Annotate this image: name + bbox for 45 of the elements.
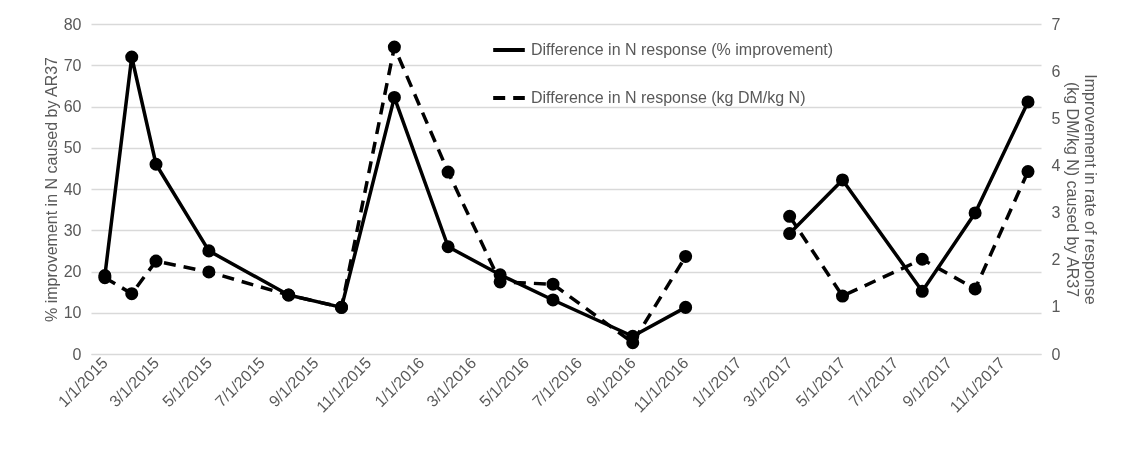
point [1021, 95, 1035, 109]
point [387, 90, 401, 104]
point [835, 173, 850, 187]
y-tick-label: 40 [63, 180, 82, 198]
legend-label: Difference in N response (% improvement) [531, 41, 834, 58]
y-tick-label: 60 [63, 98, 82, 115]
y2-tick-label: 4 [1051, 156, 1061, 174]
point [441, 165, 455, 179]
point [835, 289, 850, 303]
point [915, 252, 929, 266]
point [1021, 165, 1035, 179]
point [546, 293, 560, 307]
y2-tick-label: 2 [1051, 251, 1061, 269]
point [202, 265, 216, 279]
legend-label: Difference in N response (kg DM/kg N) [531, 89, 806, 106]
y2-tick-label: 0 [1051, 345, 1061, 363]
point [679, 300, 693, 314]
point [125, 50, 139, 64]
point [968, 282, 982, 296]
point [915, 284, 929, 298]
y-tick-label: 70 [63, 56, 82, 74]
y2-axis-title: Improvement in rate of response (kg DM/kg N) caused by AR37 [1064, 74, 1100, 305]
point [149, 254, 163, 268]
y-tick-label: 50 [63, 139, 82, 157]
point [334, 300, 349, 314]
point [125, 287, 139, 301]
y-tick-label: 20 [63, 263, 82, 280]
point [441, 240, 455, 254]
point [546, 277, 560, 291]
point [968, 206, 982, 220]
y2-tick-label: 1 [1051, 298, 1061, 316]
y-tick-label: 10 [63, 304, 82, 322]
y2-tick-label: 6 [1051, 62, 1061, 80]
point [783, 209, 797, 223]
point [202, 244, 216, 258]
y-tick-label: 80 [63, 15, 82, 33]
y2-tick-label: 5 [1051, 109, 1061, 127]
point [149, 157, 163, 171]
point [387, 40, 401, 54]
point [679, 249, 693, 263]
y2-tick-label: 3 [1051, 204, 1061, 222]
point [783, 227, 797, 241]
y-axis-title: % improvement in N caused by AR37 [42, 56, 60, 323]
y2-tick-label: 7 [1051, 15, 1061, 33]
y-tick-label: 30 [63, 221, 82, 239]
